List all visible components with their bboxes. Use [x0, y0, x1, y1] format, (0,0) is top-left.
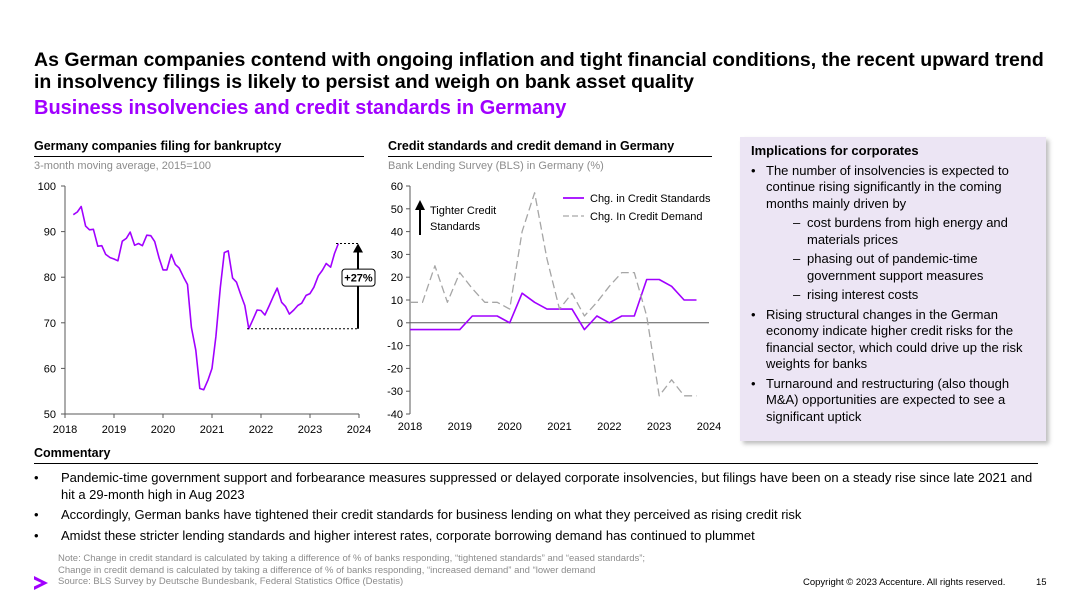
tighter-arrow-head [415, 200, 425, 210]
credit-chart-rule [388, 156, 712, 157]
bankruptcy-chart-rule [34, 156, 364, 157]
x-tick-label: 2022 [249, 424, 273, 436]
y-tick-label: 70 [44, 318, 56, 330]
y-tick-label: 100 [38, 181, 56, 193]
implications-bullet-text: The number of insolvencies is expected t… [766, 162, 1009, 211]
x-tick-label: 2019 [102, 424, 126, 436]
y-tick-label: 90 [44, 227, 56, 239]
commentary-bullet: Pandemic-time government support and for… [34, 470, 1034, 503]
y-tick-label: -30 [387, 386, 403, 398]
commentary-list: Pandemic-time government support and for… [34, 470, 1034, 548]
note-line: Source: BLS Survey by Deutsche Bundesban… [58, 576, 404, 587]
x-tick-label: 2018 [53, 424, 77, 436]
x-tick-label: 2024 [347, 424, 371, 436]
legend-label: Chg. In Credit Demand [590, 211, 703, 223]
slide-headline: As German companies contend with ongoing… [34, 49, 1044, 93]
implications-box: Implications for corporates The number o… [740, 137, 1046, 441]
source-notes: Note: Change in credit standard is calcu… [58, 553, 645, 588]
x-tick-label: 2021 [547, 421, 571, 433]
y-tick-label: 80 [44, 272, 56, 284]
y-tick-label: 20 [391, 272, 403, 284]
implications-bullet: Rising structural changes in the German … [751, 307, 1038, 373]
x-tick-label: 2019 [448, 421, 472, 433]
tighter-label: Tighter Credit [430, 205, 496, 217]
y-tick-label: 0 [397, 318, 403, 330]
x-tick-label: 2018 [398, 421, 422, 433]
annotation-label: +27% [344, 273, 373, 285]
note-line: Change in credit demand is calculated by… [58, 564, 596, 576]
x-tick-label: 2021 [200, 424, 224, 436]
slide-subheadline: Business insolvencies and credit standar… [34, 97, 567, 119]
x-tick-label: 2020 [151, 424, 175, 436]
annotation-label-box [341, 268, 376, 287]
bankruptcy-chart-title: Germany companies filing for bankruptcy [34, 139, 282, 153]
x-tick-label: 2024 [697, 421, 721, 433]
y-tick-label: -10 [387, 341, 403, 353]
y-tick-label: 60 [391, 181, 403, 193]
x-tick-label: 2020 [497, 421, 521, 433]
y-tick-label: 40 [391, 227, 403, 239]
y-tick-label: -20 [387, 363, 403, 375]
commentary-bullet: Amidst these stricter lending standards … [34, 528, 1034, 545]
y-tick-label: 50 [391, 204, 403, 216]
implications-bullet: The number of insolvencies is expected t… [751, 163, 1038, 304]
implications-sub-bullet: cost burdens from high energy and materi… [766, 215, 1038, 248]
legend-label: Chg. in Credit Standards [590, 193, 711, 205]
implications-sub-list: cost burdens from high energy and materi… [766, 215, 1038, 304]
credit-standards-series-line [410, 278, 697, 331]
commentary-rule [34, 463, 1038, 464]
page-number: 15 [1036, 577, 1047, 588]
implications-sub-bullet: phasing out of pandemic-time government … [766, 251, 1038, 284]
note-line: Note: Change in credit standard is calcu… [58, 553, 646, 564]
annotation-arrow-head [353, 243, 363, 253]
commentary-title: Commentary [34, 446, 111, 460]
x-tick-label: 2022 [597, 421, 621, 433]
y-tick-label: 50 [44, 409, 56, 421]
implications-title: Implications for corporates [751, 143, 919, 158]
credit-chart-title: Credit standards and credit demand in Ge… [388, 139, 675, 153]
y-tick-label: 10 [391, 295, 403, 307]
y-tick-label: 30 [391, 249, 403, 261]
credit-demand-series-line [410, 192, 697, 397]
copyright-text: Copyright © 2023 Accenture. All rights r… [803, 577, 1006, 588]
commentary-bullet: Accordingly, German banks have tightened… [34, 507, 1034, 524]
implications-list: The number of insolvencies is expected t… [751, 163, 1038, 426]
accenture-chevron-icon [34, 576, 48, 590]
x-tick-label: 2023 [647, 421, 671, 433]
x-tick-label: 2023 [298, 424, 322, 436]
y-tick-label: -40 [387, 409, 403, 421]
credit-chart-subtitle: Bank Lending Survey (BLS) in Germany (%) [388, 160, 604, 172]
bankruptcy-series-line [72, 205, 340, 391]
implications-sub-bullet: rising interest costs [766, 287, 1038, 304]
tighter-label: Standards [430, 221, 481, 233]
y-tick-label: 60 [44, 363, 56, 375]
implications-bullet: Turnaround and restructuring (also thoug… [751, 376, 1038, 426]
bankruptcy-chart-subtitle: 3-month moving average, 2015=100 [34, 160, 212, 172]
